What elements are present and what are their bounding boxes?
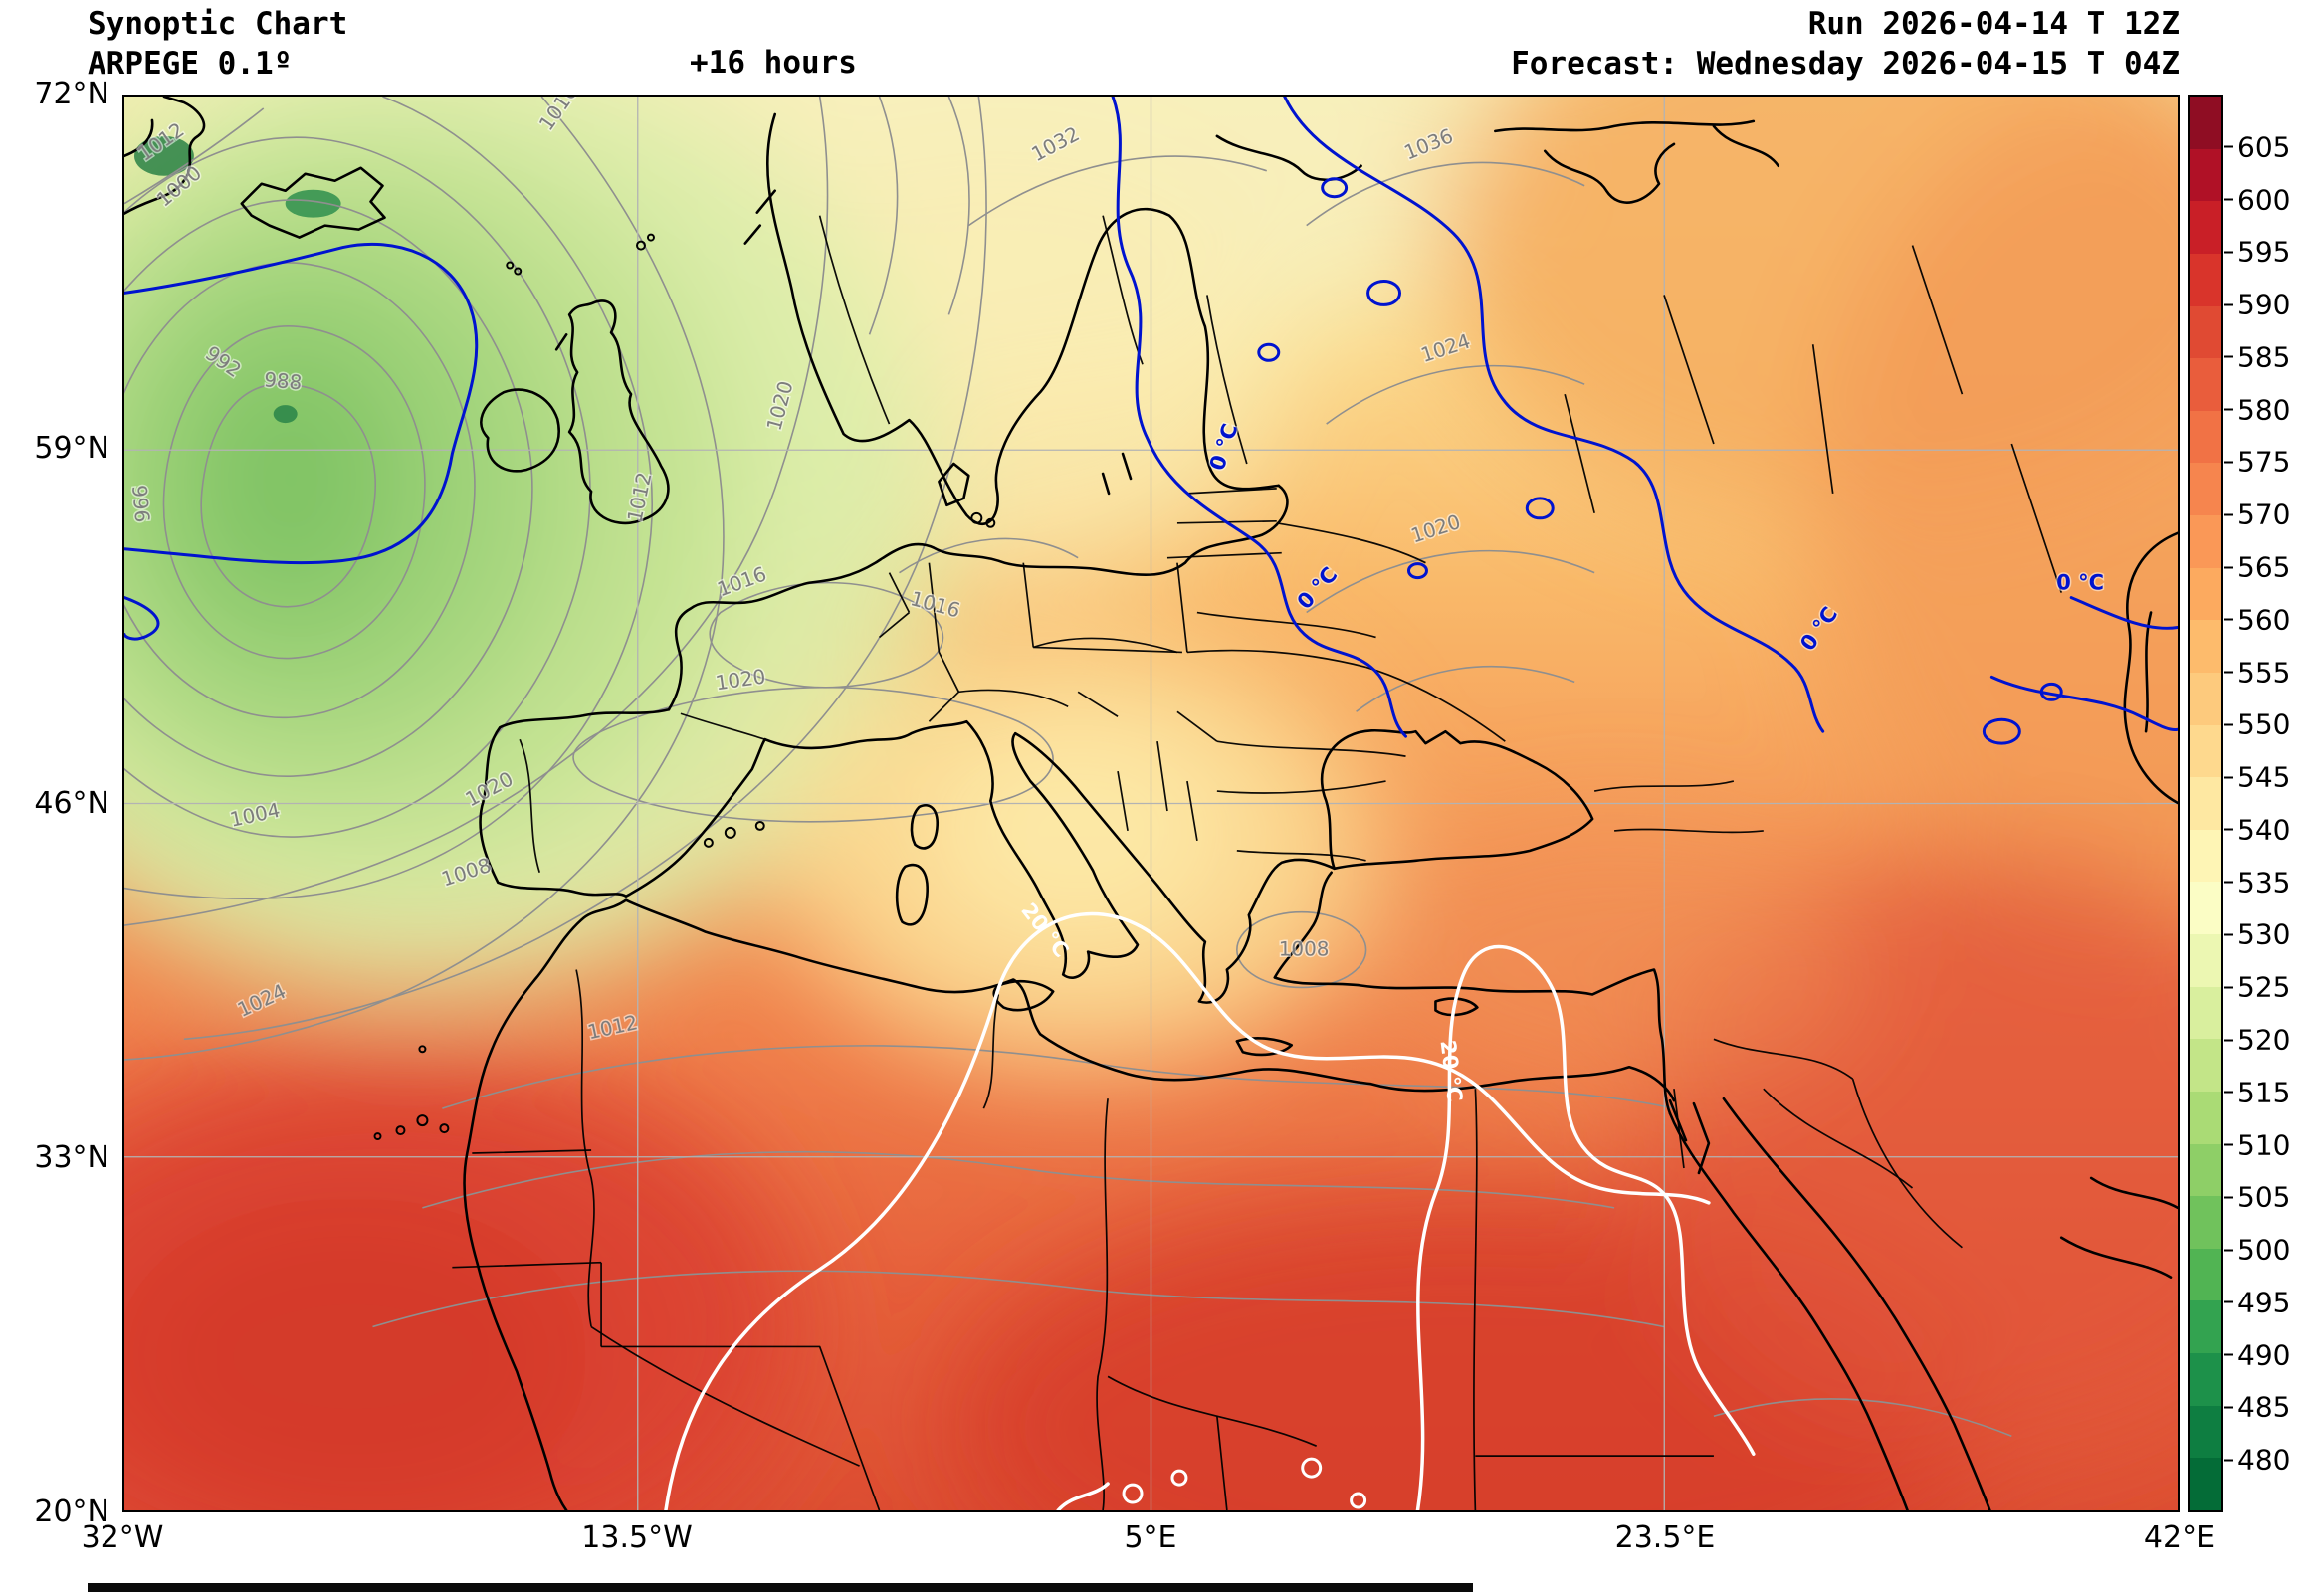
colorbar-tick-label: 490 xyxy=(2237,1338,2291,1372)
colorbar-cells xyxy=(2190,97,2221,1510)
colorbar-tick-label: 495 xyxy=(2237,1286,2291,1319)
colorbar-cell xyxy=(2190,1039,2221,1092)
colorbar-cell xyxy=(2190,882,2221,934)
colorbar-cell xyxy=(2190,201,2221,254)
lon-tick-235e: 23.5°E xyxy=(1614,1520,1716,1555)
zero-isotherm xyxy=(124,97,2178,745)
colorbar-tick-label: 480 xyxy=(2237,1443,2291,1477)
lon-tick-32w: 32°W xyxy=(81,1520,164,1555)
colorbar-cell xyxy=(2190,986,2221,1040)
cold-spot xyxy=(285,189,341,218)
colorbar-tick-label: 570 xyxy=(2237,498,2291,531)
cold-spot xyxy=(273,405,298,424)
colorbar-tick-label: 535 xyxy=(2237,866,2291,899)
colorbar-cell xyxy=(2190,567,2221,621)
colorbar-cell xyxy=(2190,1458,2221,1510)
run-info-block: Run 2026-04-14 T 12Z Forecast: Wednesday… xyxy=(1511,4,2180,85)
isobar-label: 1008 xyxy=(1279,937,1330,961)
lat-tick-46n: 46°N xyxy=(34,786,109,821)
synoptic-map-svg: 988 992 996 1000 1004 1008 1012 1012 101… xyxy=(124,97,2178,1510)
colorbar-tick-label: 505 xyxy=(2237,1180,2291,1214)
colorbar-tick-label: 595 xyxy=(2237,235,2291,269)
colorbar-cell xyxy=(2190,1300,2221,1353)
colorbar-cell xyxy=(2190,305,2221,359)
colorbar-cell xyxy=(2190,410,2221,464)
colorbar-tick-label: 575 xyxy=(2237,445,2291,479)
lon-tick-135w: 13.5°W xyxy=(581,1520,693,1555)
field xyxy=(124,97,2178,1510)
colorbar-tick-label: 500 xyxy=(2237,1233,2291,1267)
colorbar-tick-label: 520 xyxy=(2237,1023,2291,1057)
colorbar-tick-label: 530 xyxy=(2237,917,2291,951)
chart-title-block: Synoptic Chart ARPEGE 0.1º xyxy=(88,4,347,85)
colorbar-tick-label: 525 xyxy=(2237,970,2291,1004)
twenty-isotherm xyxy=(664,911,1756,1510)
colorbar-tick-label: 550 xyxy=(2237,707,2291,741)
colorbar-cell xyxy=(2190,253,2221,306)
colorbar-cell xyxy=(2190,724,2221,778)
colorbar-cell xyxy=(2190,97,2221,149)
colorbar-tick-label: 510 xyxy=(2237,1128,2291,1162)
colorbar-tick-label: 485 xyxy=(2237,1390,2291,1424)
colorbar-cell xyxy=(2190,1248,2221,1301)
chart-title: Synoptic Chart xyxy=(88,6,348,42)
colorbar-cell xyxy=(2190,1405,2221,1459)
run-label: Run 2026-04-14 T 12Z xyxy=(1807,6,2180,42)
colorbar-cell xyxy=(2190,515,2221,568)
bottom-bar xyxy=(88,1583,1473,1592)
colorbar-tick-label: 580 xyxy=(2237,393,2291,427)
lon-tick-42e: 42°E xyxy=(2143,1520,2216,1555)
colorbar-cell xyxy=(2190,358,2221,411)
colorbar-tick-label: 605 xyxy=(2237,130,2291,164)
cold-spot xyxy=(133,135,194,176)
colorbar-cell xyxy=(2190,148,2221,202)
colorbar-ticks: 605 600 595 590 585 580 575 570 565 560 555 550 545 5… xyxy=(2237,95,2299,1512)
isobar-label: 988 xyxy=(263,367,303,394)
colorbar-cell xyxy=(2190,777,2221,830)
colorbar-cell xyxy=(2190,620,2221,673)
lat-tick-33n: 33°N xyxy=(34,1140,109,1175)
colorbar-cell xyxy=(2190,829,2221,883)
colorbar-tick-label: 515 xyxy=(2237,1076,2291,1109)
colorbar-cell xyxy=(2190,934,2221,987)
map-area: 988 992 996 1000 1004 1008 1012 1012 101… xyxy=(122,95,2180,1512)
borders xyxy=(452,215,2063,1510)
colorbar-cell xyxy=(2190,1196,2221,1249)
colorbar-tick-label: 590 xyxy=(2237,288,2291,321)
colorbar-cell xyxy=(2190,1353,2221,1406)
colorbar-cell xyxy=(2190,463,2221,515)
lon-tick-5e: 5°E xyxy=(1124,1520,1177,1555)
model-label: ARPEGE 0.1º xyxy=(88,46,293,83)
colorbar-tick-label: 540 xyxy=(2237,813,2291,847)
colorbar xyxy=(2188,95,2223,1512)
isobar-label: 996 xyxy=(127,484,154,523)
coastlines xyxy=(124,97,2178,1510)
colorbar-tick-label: 600 xyxy=(2237,183,2291,217)
colorbar-tick-label: 585 xyxy=(2237,340,2291,374)
colorbar-cell xyxy=(2190,672,2221,725)
lat-tick-59n: 59°N xyxy=(34,431,109,466)
colorbar-cell xyxy=(2190,1091,2221,1144)
colorbar-cell xyxy=(2190,1143,2221,1197)
colorbar-tick-label: 565 xyxy=(2237,550,2291,584)
lead-time-label: +16 hours xyxy=(690,45,857,81)
colorbar-tick-label: 545 xyxy=(2237,760,2291,794)
zero-isotherm-label: 0 °C xyxy=(2056,571,2104,595)
lat-tick-20n: 20°N xyxy=(34,1495,109,1529)
colorbar-tick-label: 555 xyxy=(2237,656,2291,690)
lat-tick-72n: 72°N xyxy=(34,77,109,111)
colorbar-tick-label: 560 xyxy=(2237,603,2291,637)
forecast-label: Forecast: Wednesday 2026-04-15 T 04Z xyxy=(1511,46,2180,83)
